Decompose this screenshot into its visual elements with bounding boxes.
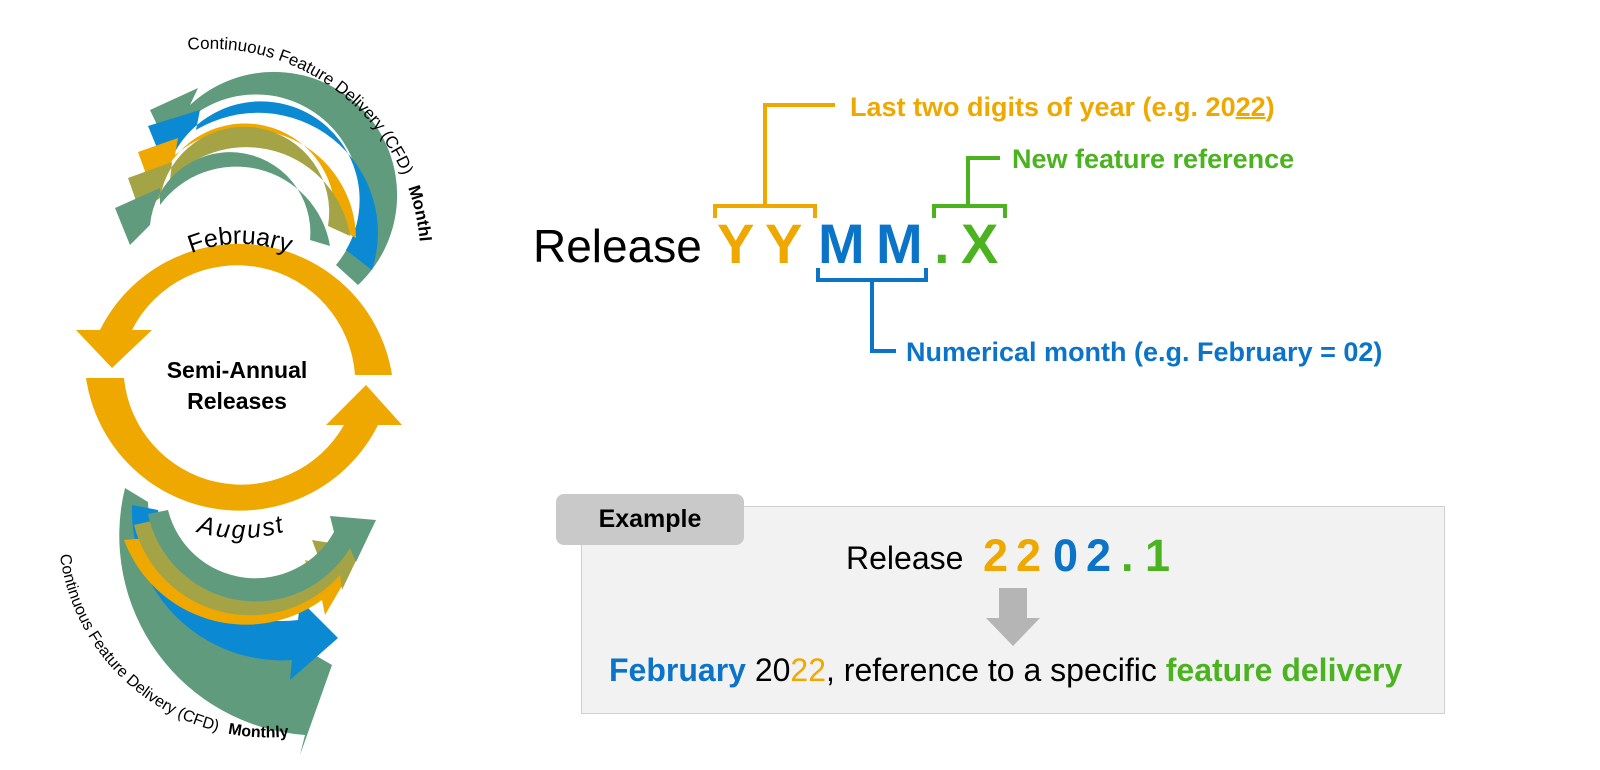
- center-label-line1: Semi-Annual: [167, 357, 308, 383]
- month-digit-placeholder: M: [876, 212, 923, 275]
- example-separator: .: [1121, 530, 1134, 581]
- example-month-word: February: [609, 652, 746, 688]
- down-arrow-icon: [986, 588, 1040, 646]
- year-digit-placeholder: Y: [717, 212, 755, 275]
- year-callout: Last two digits of year (e.g. 2022): [850, 92, 1275, 122]
- february-arrow: [76, 243, 392, 375]
- month-callout: Numerical month (e.g. February = 02): [906, 337, 1383, 367]
- example-feature-digit: 1: [1145, 530, 1171, 581]
- cfd-bottom-arc-green-outer: [119, 488, 332, 755]
- format-separator: .: [934, 212, 950, 275]
- example-year-digit: 2: [983, 530, 1009, 581]
- release-cycle-diagram: February August Semi-Annual Releases Con…: [0, 0, 435, 755]
- feature-callout: New feature reference: [1012, 144, 1295, 174]
- release-format-label: Release: [533, 220, 702, 272]
- cfd-top-arc-green-inner: [115, 152, 330, 246]
- cfd-bottom-arc-blue: [131, 505, 338, 680]
- cfd-bottom-arcs: [119, 488, 376, 755]
- example-tab: Example: [556, 494, 744, 545]
- example-explanation: February 2022, reference to a specific f…: [609, 652, 1403, 688]
- feature-leader-line: [966, 156, 1000, 206]
- year-leader-line: [763, 103, 835, 206]
- cfd-top-arcs: [115, 71, 398, 286]
- august-arrow: [86, 378, 402, 511]
- format-brackets: [713, 103, 1007, 353]
- example-release-label: Release: [846, 540, 964, 576]
- cfd-bottom-arc-green-inner: [148, 510, 376, 602]
- feature-placeholder: X: [961, 212, 999, 275]
- cfd-top-arc-olive: [128, 126, 350, 236]
- year-digit-placeholder: Y: [765, 212, 803, 275]
- month-leader-line: [870, 280, 896, 353]
- example-month-digit: 2: [1086, 530, 1112, 581]
- center-label-line2: Releases: [187, 388, 287, 414]
- cfd-top-arc-blue: [148, 101, 378, 270]
- august-label: August: [193, 510, 287, 544]
- cfd-bottom-arc-olive: [134, 520, 362, 616]
- month-digit-placeholder: M: [818, 212, 865, 275]
- example-year-digit: 2: [1016, 530, 1042, 581]
- cfd-top-arc-green: [150, 71, 398, 286]
- semi-annual-cycle: [76, 243, 402, 511]
- example-feature-words: feature delivery: [1165, 652, 1403, 688]
- example-month-digit: 0: [1053, 530, 1079, 581]
